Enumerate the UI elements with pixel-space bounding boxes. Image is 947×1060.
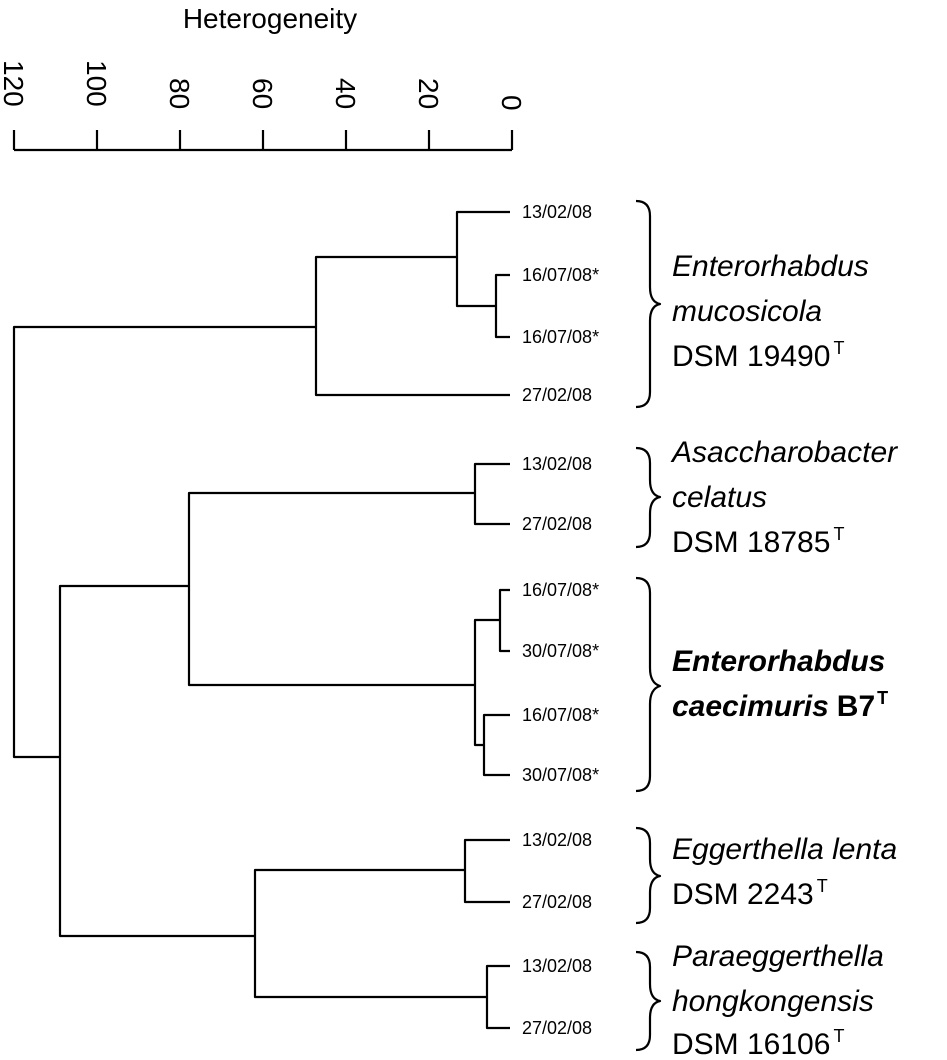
strain-label: DSM 2243 T: [672, 876, 828, 911]
strain-id: DSM 16106: [672, 1028, 830, 1060]
leaf-label: 16/07/08*: [522, 705, 599, 725]
species-name: mucosicola: [672, 295, 822, 328]
branch-eggerthella-para: [253, 868, 487, 999]
branch-mucosicola: [455, 210, 510, 339]
strain-id: DSM 18785: [672, 526, 830, 559]
species-name: Asaccharobacter: [670, 436, 898, 469]
leaf-label: 30/07/08*: [522, 765, 599, 785]
leaf-label: 16/07/08*: [522, 580, 599, 600]
branch-asaccharo-caeci: [187, 491, 475, 687]
strain-id: DSM 19490: [672, 340, 830, 373]
leaf-labels: 13/02/08 16/07/08* 16/07/08* 27/02/08 13…: [522, 202, 599, 1038]
brace-asaccharobacter: [635, 446, 662, 549]
species-name: hongkongensis: [672, 985, 874, 1018]
branch-eggerthella: [463, 838, 510, 904]
tick-label: 80: [164, 78, 195, 109]
brace-eggerthella: [635, 826, 662, 925]
species-name: Paraeggerthella: [672, 940, 884, 973]
tick-label: 100: [81, 60, 112, 107]
species-name: Enterorhabdus: [672, 250, 869, 283]
leaf-label: 27/02/08: [522, 385, 592, 405]
leaf-label: 13/02/08: [522, 956, 592, 976]
branch-root: [12, 325, 316, 759]
strain-label: caecimuris B7 T: [672, 688, 888, 723]
type-strain-mark: T: [817, 876, 828, 896]
leaf-label: 13/02/08: [522, 830, 592, 850]
strain-label: DSM 18785 T: [672, 524, 844, 559]
strain-label: DSM 16106 T: [672, 1026, 844, 1060]
species-name: Enterorhabdus: [672, 645, 885, 678]
leaf-label: 13/02/08: [522, 454, 592, 474]
branch-caecimuris: [473, 588, 510, 777]
species-labels: Enterorhabdus mucosicola DSM 19490 T Asac…: [670, 250, 898, 1060]
tick-label: 20: [413, 78, 444, 109]
branch-mucosicola-outer: [314, 255, 510, 397]
branch-paraeggerthella: [485, 964, 510, 1030]
type-strain-mark: T: [833, 1026, 844, 1046]
leaf-label: 27/02/08: [522, 1018, 592, 1038]
leaf-label: 27/02/08: [522, 892, 592, 912]
strain-id: B7: [837, 690, 875, 723]
type-strain-mark: T: [833, 338, 844, 358]
heterogeneity-axis: [12, 130, 514, 152]
leaf-label: 16/07/08*: [522, 327, 599, 347]
brace-mucosicola: [635, 199, 662, 409]
group-braces: [635, 199, 662, 1052]
tick-label: 120: [0, 60, 29, 107]
type-strain-mark: T: [877, 688, 888, 708]
species-name: celatus: [672, 481, 767, 514]
type-strain-mark: T: [833, 524, 844, 544]
leaf-label: 16/07/08*: [522, 265, 599, 285]
axis-title: Heterogeneity: [183, 3, 357, 34]
tick-label: 0: [496, 95, 527, 111]
tick-label: 40: [330, 78, 361, 109]
species-name: Eggerthella lenta: [672, 833, 897, 866]
species-epithet: caecimuris: [672, 690, 829, 723]
leaf-label: 27/02/08: [522, 514, 592, 534]
strain-id: DSM 2243: [672, 878, 814, 911]
tree-branches: [12, 210, 510, 1030]
leaf-label: 30/07/08*: [522, 641, 599, 661]
branch-asaccharobacter: [473, 462, 510, 526]
leaf-label: 13/02/08: [522, 202, 592, 222]
branch-lower: [58, 584, 255, 938]
tick-label: 60: [247, 78, 278, 109]
brace-caecimuris: [635, 576, 662, 793]
brace-paraeggerthella: [635, 950, 662, 1052]
axis-tick-labels: 120 100 80 60 40 20 0: [0, 60, 527, 111]
strain-label: DSM 19490 T: [672, 338, 844, 373]
